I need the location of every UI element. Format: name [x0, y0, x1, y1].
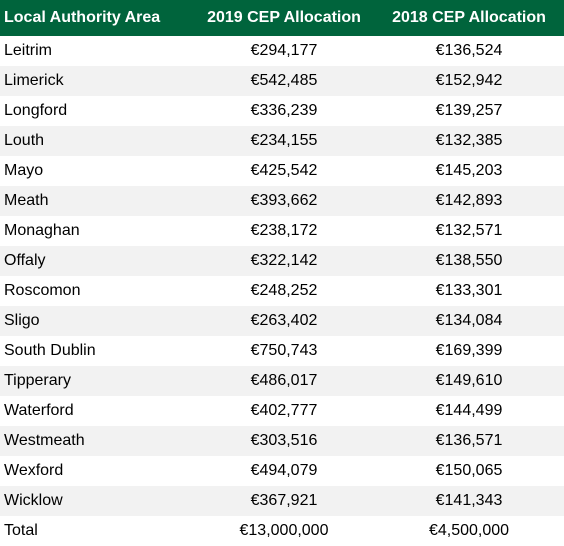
allocation-2018-cell: €152,942 — [374, 66, 564, 96]
allocation-2019-cell: €322,142 — [194, 246, 374, 276]
allocation-2018-cell: €132,385 — [374, 126, 564, 156]
area-cell: Mayo — [0, 156, 194, 186]
allocation-2019-cell: €238,172 — [194, 216, 374, 246]
table-body: Leitrim €294,177 €136,524 Limerick €542,… — [0, 36, 564, 546]
table-row: Mayo €425,542 €145,203 — [0, 156, 564, 186]
area-cell: Tipperary — [0, 366, 194, 396]
total-2018-cell: €4,500,000 — [374, 516, 564, 546]
table-row: Wexford €494,079 €150,065 — [0, 456, 564, 486]
area-cell: Louth — [0, 126, 194, 156]
table-row: Sligo €263,402 €134,084 — [0, 306, 564, 336]
area-cell: Monaghan — [0, 216, 194, 246]
area-cell: Limerick — [0, 66, 194, 96]
area-cell: Wexford — [0, 456, 194, 486]
allocation-2019-cell: €263,402 — [194, 306, 374, 336]
allocation-2019-cell: €494,079 — [194, 456, 374, 486]
table-row: Longford €336,239 €139,257 — [0, 96, 564, 126]
allocation-2019-cell: €542,485 — [194, 66, 374, 96]
table-row: Leitrim €294,177 €136,524 — [0, 36, 564, 66]
allocation-2018-cell: €145,203 — [374, 156, 564, 186]
table-row: Westmeath €303,516 €136,571 — [0, 426, 564, 456]
allocation-2018-cell: €169,399 — [374, 336, 564, 366]
table-row: Roscomon €248,252 €133,301 — [0, 276, 564, 306]
table-row: Tipperary €486,017 €149,610 — [0, 366, 564, 396]
allocation-2018-cell: €150,065 — [374, 456, 564, 486]
area-cell: Leitrim — [0, 36, 194, 66]
table-row: Monaghan €238,172 €132,571 — [0, 216, 564, 246]
header-row: Local Authority Area 2019 CEP Allocation… — [0, 0, 564, 36]
area-cell: South Dublin — [0, 336, 194, 366]
allocation-2018-cell: €132,571 — [374, 216, 564, 246]
area-cell: Sligo — [0, 306, 194, 336]
area-cell: Offaly — [0, 246, 194, 276]
allocation-2019-cell: €294,177 — [194, 36, 374, 66]
column-header-2019-cep-allocation: 2019 CEP Allocation — [194, 0, 374, 36]
total-2019-cell: €13,000,000 — [194, 516, 374, 546]
allocation-2019-cell: €336,239 — [194, 96, 374, 126]
table-row: Limerick €542,485 €152,942 — [0, 66, 564, 96]
allocation-2018-cell: €136,571 — [374, 426, 564, 456]
allocation-2019-cell: €486,017 — [194, 366, 374, 396]
table-row: South Dublin €750,743 €169,399 — [0, 336, 564, 366]
table-row: Meath €393,662 €142,893 — [0, 186, 564, 216]
allocation-2019-cell: €425,542 — [194, 156, 374, 186]
table-row: Waterford €402,777 €144,499 — [0, 396, 564, 426]
area-cell: Waterford — [0, 396, 194, 426]
area-cell: Meath — [0, 186, 194, 216]
allocation-2018-cell: €144,499 — [374, 396, 564, 426]
allocation-2019-cell: €393,662 — [194, 186, 374, 216]
allocation-2018-cell: €149,610 — [374, 366, 564, 396]
allocation-2019-cell: €248,252 — [194, 276, 374, 306]
allocation-2018-cell: €139,257 — [374, 96, 564, 126]
total-row: Total €13,000,000 €4,500,000 — [0, 516, 564, 546]
allocation-2018-cell: €138,550 — [374, 246, 564, 276]
table-header: Local Authority Area 2019 CEP Allocation… — [0, 0, 564, 36]
allocation-2019-cell: €367,921 — [194, 486, 374, 516]
table-row: Louth €234,155 €132,385 — [0, 126, 564, 156]
allocation-2018-cell: €136,524 — [374, 36, 564, 66]
allocation-2019-cell: €303,516 — [194, 426, 374, 456]
allocation-2018-cell: €142,893 — [374, 186, 564, 216]
column-header-2018-cep-allocation: 2018 CEP Allocation — [374, 0, 564, 36]
column-header-local-authority-area: Local Authority Area — [0, 0, 194, 36]
table-row: Wicklow €367,921 €141,343 — [0, 486, 564, 516]
area-cell: Roscomon — [0, 276, 194, 306]
allocation-2018-cell: €141,343 — [374, 486, 564, 516]
allocation-2018-cell: €133,301 — [374, 276, 564, 306]
allocation-2019-cell: €750,743 — [194, 336, 374, 366]
area-cell: Longford — [0, 96, 194, 126]
allocation-2018-cell: €134,084 — [374, 306, 564, 336]
total-label: Total — [0, 516, 194, 546]
area-cell: Westmeath — [0, 426, 194, 456]
allocation-2019-cell: €402,777 — [194, 396, 374, 426]
table-row: Offaly €322,142 €138,550 — [0, 246, 564, 276]
allocation-2019-cell: €234,155 — [194, 126, 374, 156]
area-cell: Wicklow — [0, 486, 194, 516]
